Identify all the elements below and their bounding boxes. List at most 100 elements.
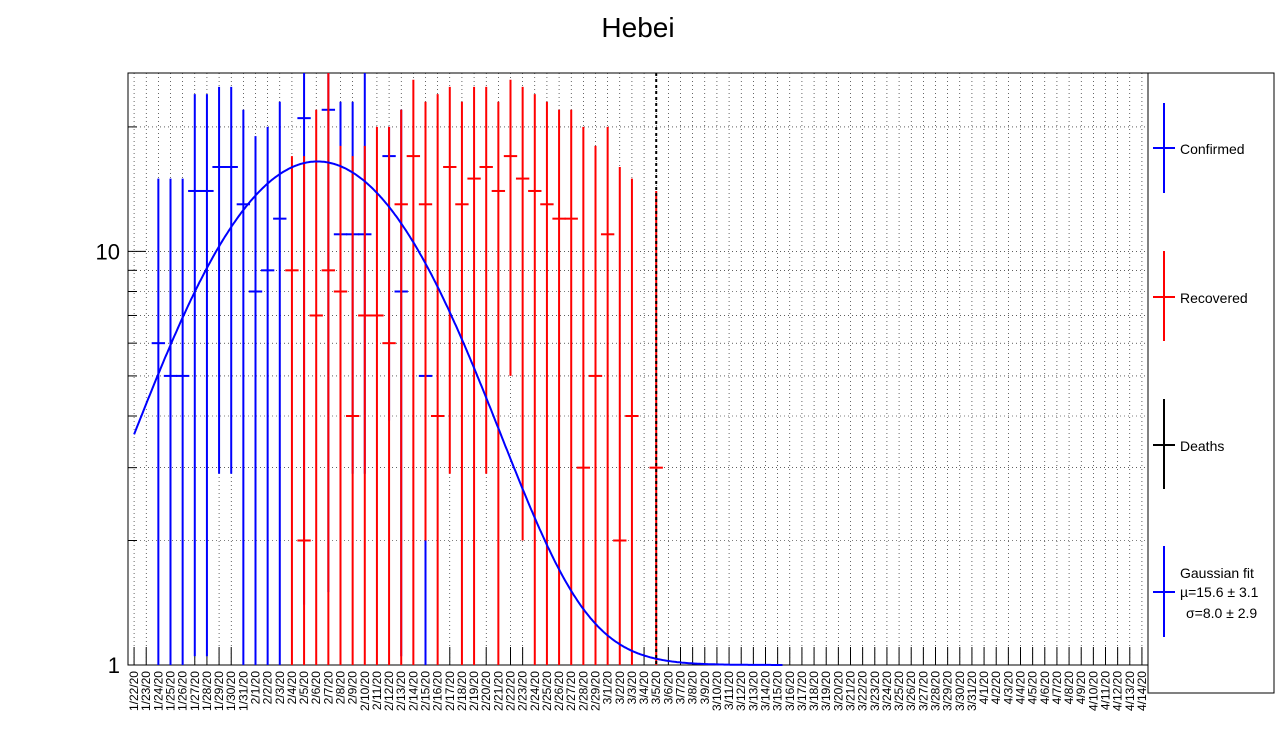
x-tick-label: 3/10/20 [710, 671, 724, 711]
x-tick-label: 1/28/20 [200, 671, 214, 711]
x-tick-label: 1/31/20 [236, 671, 250, 711]
x-tick-label: 4/9/20 [1074, 671, 1088, 705]
x-tick-label: 4/10/20 [1086, 671, 1100, 711]
x-tick-label: 2/25/20 [540, 671, 554, 711]
legend-box [1147, 72, 1275, 694]
x-tick-label: 2/11/20 [370, 671, 384, 710]
x-tick-label: 3/13/20 [746, 671, 760, 711]
x-tick-label: 1/27/20 [188, 671, 202, 711]
x-tick-label: 2/27/20 [564, 671, 578, 711]
x-tick-label: 2/23/20 [516, 671, 530, 711]
x-tick-label: 2/1/20 [249, 671, 263, 705]
x-tick-label: 2/14/20 [406, 671, 420, 711]
x-tick-label: 3/14/20 [759, 671, 773, 711]
x-tick-label: 4/1/20 [977, 671, 991, 705]
x-tick-label: 2/17/20 [443, 671, 457, 711]
x-tick-label: 3/28/20 [929, 671, 943, 711]
legend-label: Deaths [1180, 438, 1224, 454]
x-tick-label: 3/9/20 [698, 671, 712, 705]
x-tick-label: 3/15/20 [771, 671, 785, 711]
x-tick-label: 3/19/20 [819, 671, 833, 711]
x-tick-label: 1/25/20 [164, 671, 178, 711]
x-tick-label: 2/28/20 [576, 671, 590, 711]
x-tick-label: 2/19/20 [467, 671, 481, 711]
chart-title: Hebei [601, 12, 674, 43]
x-tick-label: 2/18/20 [455, 671, 469, 711]
x-tick-label: 2/21/20 [491, 671, 505, 711]
x-tick-label: 3/2/20 [613, 671, 627, 705]
x-tick-label: 4/7/20 [1050, 671, 1064, 705]
x-tick-label: 1/30/20 [224, 671, 238, 711]
axis-layer: 1101/22/201/23/201/24/201/25/201/26/201/… [96, 72, 1149, 711]
x-tick-label: 3/8/20 [686, 671, 700, 705]
x-tick-label: 2/22/20 [504, 671, 518, 711]
x-tick-label: 3/5/20 [649, 671, 663, 705]
x-tick-label: 4/14/20 [1135, 671, 1149, 711]
x-tick-label: 3/25/20 [892, 671, 906, 711]
legend-label: Gaussian fit [1180, 565, 1254, 581]
x-tick-label: 2/12/20 [382, 671, 396, 711]
x-tick-label: 4/11/20 [1099, 671, 1113, 710]
x-tick-label: 3/22/20 [856, 671, 870, 711]
x-tick-label: 3/6/20 [661, 671, 675, 705]
x-tick-label: 3/18/20 [807, 671, 821, 711]
legend-label: Confirmed [1180, 141, 1245, 157]
x-tick-label: 2/16/20 [431, 671, 445, 711]
x-tick-label: 3/30/20 [953, 671, 967, 711]
y-tick-label: 10 [96, 239, 120, 264]
legend-item-deaths: Deaths [1153, 399, 1224, 489]
x-tick-label: 3/31/20 [965, 671, 979, 711]
legend-subline: σ=8.0 ± 2.9 [1186, 605, 1257, 621]
x-tick-label: 4/3/20 [1001, 671, 1015, 705]
x-tick-label: 2/2/20 [261, 671, 275, 705]
y-tick-label: 1 [108, 653, 120, 678]
x-tick-label: 4/6/20 [1038, 671, 1052, 705]
x-tick-label: 2/20/20 [479, 671, 493, 711]
x-tick-label: 3/16/20 [783, 671, 797, 711]
x-tick-label: 1/23/20 [139, 671, 153, 711]
x-tick-label: 2/4/20 [285, 671, 299, 705]
legend-subline: µ=15.6 ± 3.1 [1180, 584, 1259, 600]
x-tick-label: 1/29/20 [212, 671, 226, 711]
x-tick-label: 3/3/20 [625, 671, 639, 705]
x-tick-label: 3/1/20 [601, 671, 615, 705]
x-tick-label: 3/12/20 [734, 671, 748, 711]
legend-item-gaussian-fit: Gaussian fit µ=15.6 ± 3.1 σ=8.0 ± 2.9 [1153, 546, 1259, 637]
x-tick-label: 2/29/20 [589, 671, 603, 711]
gaussian-fit-curve [133, 160, 783, 666]
x-tick-label: 4/2/20 [989, 671, 1003, 705]
x-tick-label: 2/9/20 [346, 671, 360, 705]
legend-label: Recovered [1180, 290, 1248, 306]
x-tick-label: 4/4/20 [1014, 671, 1028, 705]
x-tick-label: 2/5/20 [297, 671, 311, 705]
marks-layer [133, 73, 783, 666]
x-tick-label: 4/5/20 [1026, 671, 1040, 705]
x-tick-label: 2/24/20 [528, 671, 542, 711]
x-tick-label: 1/22/20 [127, 671, 141, 711]
x-tick-label: 3/27/20 [916, 671, 930, 711]
x-tick-label: 3/29/20 [941, 671, 955, 711]
legend-layer: Confirmed Recovered Deaths Gaussian fit µ=15… [1147, 72, 1275, 694]
x-tick-label: 2/7/20 [321, 671, 335, 705]
x-tick-label: 3/26/20 [904, 671, 918, 711]
x-tick-label: 4/8/20 [1062, 671, 1076, 705]
x-tick-label: 4/12/20 [1111, 671, 1125, 711]
x-tick-label: 2/26/20 [552, 671, 566, 711]
x-tick-label: 3/7/20 [674, 671, 688, 705]
x-tick-label: 3/4/20 [637, 671, 651, 705]
x-tick-label: 3/11/20 [722, 671, 736, 710]
x-tick-label: 3/24/20 [880, 671, 894, 711]
x-tick-label: 3/21/20 [844, 671, 858, 711]
x-tick-label: 4/13/20 [1123, 671, 1137, 711]
x-tick-label: 2/8/20 [334, 671, 348, 705]
legend-item-recovered: Recovered [1153, 251, 1248, 341]
x-tick-label: 2/15/20 [419, 671, 433, 711]
x-tick-label: 1/26/20 [176, 671, 190, 711]
x-tick-label: 1/24/20 [151, 671, 165, 711]
x-tick-label: 3/20/20 [831, 671, 845, 711]
legend-item-confirmed: Confirmed [1153, 103, 1245, 193]
x-tick-label: 2/13/20 [394, 671, 408, 711]
x-tick-label: 3/23/20 [868, 671, 882, 711]
